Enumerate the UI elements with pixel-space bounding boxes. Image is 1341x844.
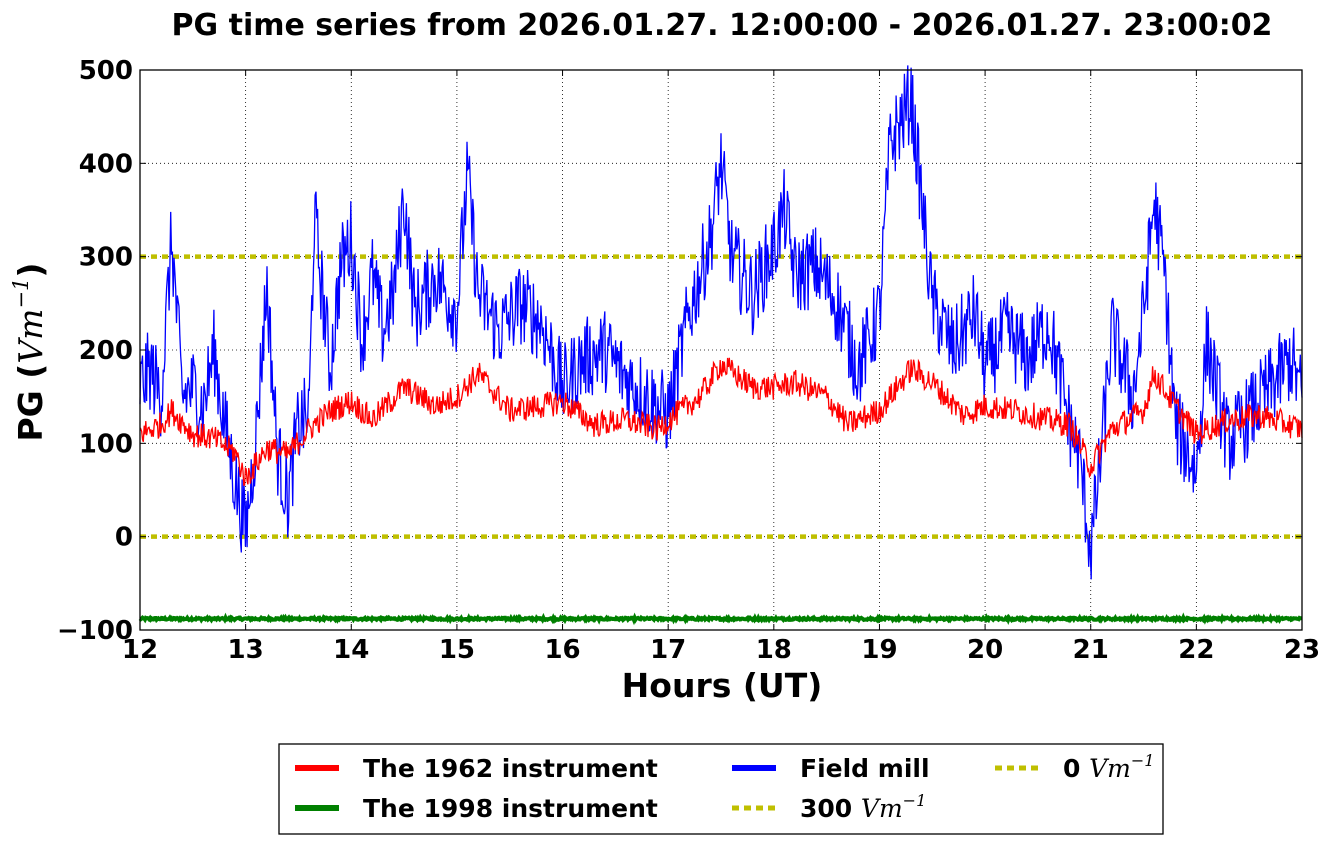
legend: The 1962 instrument The 1998 instrument Fi… (278, 743, 1164, 835)
x-axis-label: Hours (UT) (622, 666, 823, 705)
x-tick-label: 19 (861, 635, 897, 665)
x-tick-label: 23 (1284, 635, 1320, 665)
series-line-field-mill (139, 65, 1303, 580)
y-tick-label: 200 (79, 336, 133, 366)
series-line-the-1962-instrument (139, 357, 1303, 486)
x-tick-label: 22 (1178, 635, 1214, 665)
y-axis-label: PG (Vm−1) (9, 262, 50, 441)
y-axis-label-exponent: −1 (9, 278, 33, 309)
x-tick-label: 12 (122, 635, 158, 665)
y-axis-label-text: PG ( (11, 364, 50, 442)
y-tick-label: 100 (79, 429, 133, 459)
y-axis-ticks: −100 0 100 200 300 400 500 (57, 56, 1302, 646)
y-tick-label: 500 (79, 56, 133, 86)
legend-label-field-mill: Field mill (800, 754, 930, 783)
x-axis-ticks: 12 13 14 15 16 17 18 19 20 21 22 23 (122, 70, 1320, 665)
series-layer (138, 65, 1303, 626)
series-line-the-1998-instrument (138, 612, 1302, 626)
x-tick-label: 15 (439, 635, 475, 665)
x-tick-label: 21 (1073, 635, 1109, 665)
y-tick-label: 300 (79, 243, 133, 273)
legend-label-0: 0 Vm−1 (1063, 751, 1154, 783)
y-tick-label: −100 (57, 616, 133, 646)
legend-label-the-1998-instrument: The 1998 instrument (363, 794, 658, 823)
y-axis-label-unit: Vm (11, 309, 50, 364)
x-tick-label: 13 (228, 635, 264, 665)
y-tick-label: 0 (115, 523, 133, 553)
chart-title: PG time series from 2026.01.27. 12:00:00… (172, 8, 1273, 43)
y-tick-label: 400 (79, 149, 133, 179)
x-tick-label: 20 (967, 635, 1003, 665)
x-tick-label: 16 (544, 635, 580, 665)
legend-label-300: 300 Vm−1 (800, 791, 926, 823)
x-tick-label: 17 (650, 635, 686, 665)
legend-frame (278, 743, 1164, 835)
x-tick-label: 18 (756, 635, 792, 665)
legend-label-the-1962-instrument: The 1962 instrument (363, 754, 658, 783)
x-tick-label: 14 (333, 635, 369, 665)
y-axis-label-close: ) (11, 262, 50, 277)
